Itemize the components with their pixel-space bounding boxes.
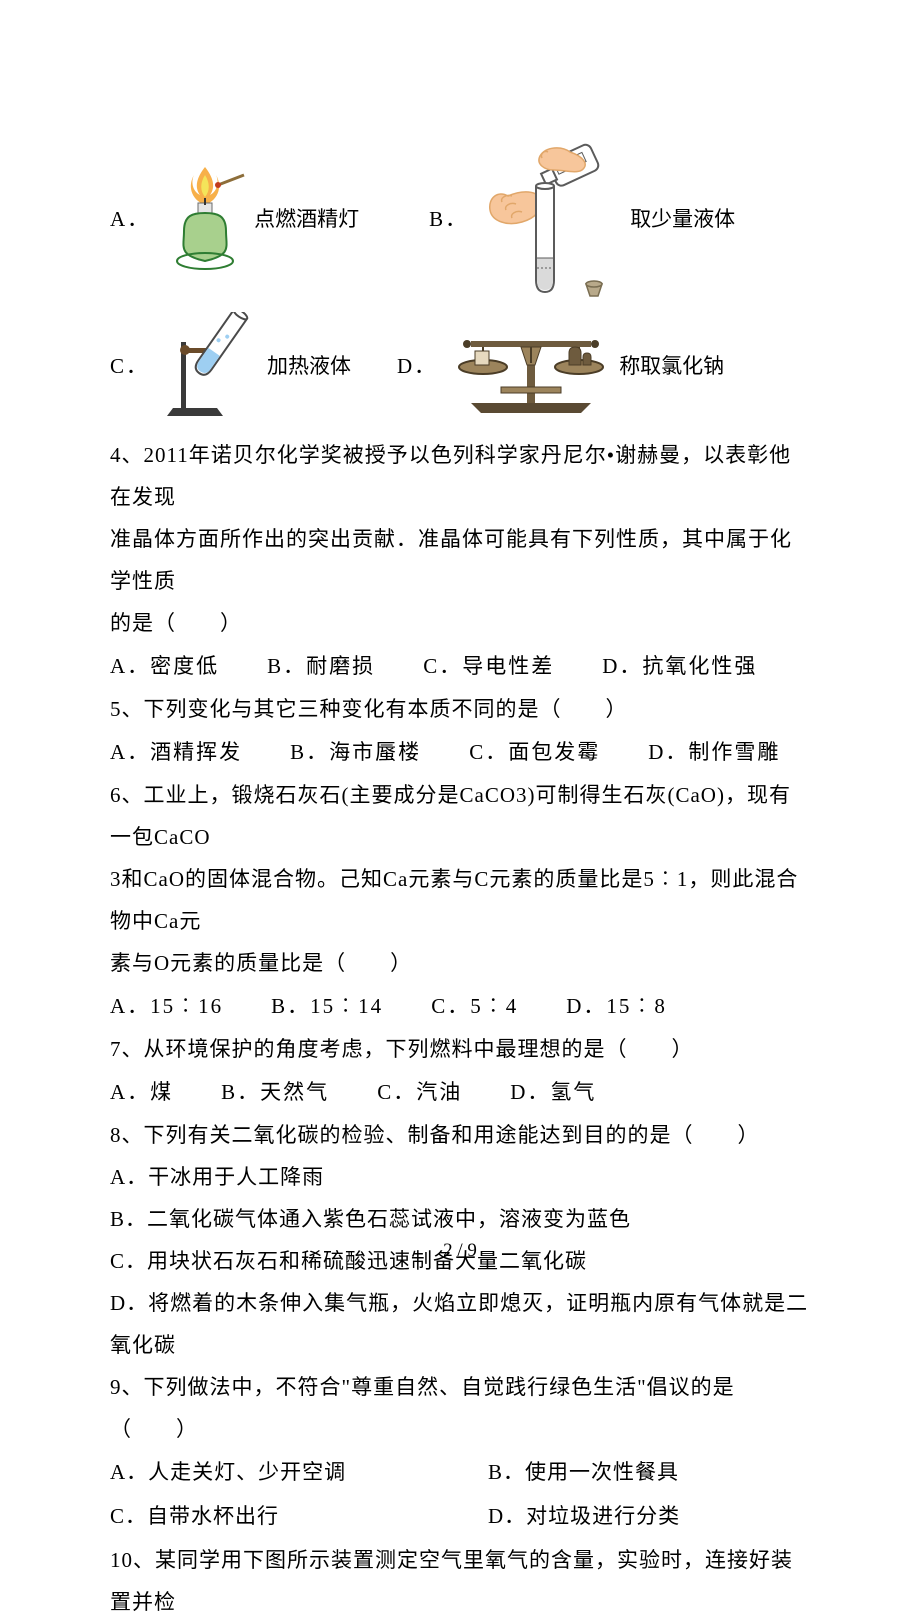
q9-row1: A．人走关灯、少开空调 B．使用一次性餐具 (110, 1450, 810, 1494)
text-d: 称取氯化钠 (619, 348, 724, 386)
q7-c: C．汽油 (377, 1070, 462, 1114)
q6-b: B．15︰14 (271, 984, 383, 1028)
q5-d: D．制作雪雕 (648, 730, 780, 774)
q6-line1: 6、工业上，锻烧石灰石(主要成分是CaCO3)可制得生石灰(CaO)，现有一包C… (110, 774, 810, 858)
q4-line3: 的是（ ） (110, 602, 810, 644)
q9-a: A．人走关灯、少开空调 (110, 1450, 488, 1494)
q4-d: D．抗氧化性强 (602, 644, 757, 688)
q5-answers: A．酒精挥发 B．海市蜃楼 C．面包发霉 D．制作雪雕 (110, 730, 810, 774)
q6-d: D．15︰8 (566, 984, 667, 1028)
q9-c: C．自带水杯出行 (110, 1494, 488, 1538)
q3-row-ab: A． 点燃酒精灯 B． (110, 140, 810, 300)
q4-answers: A．密度低 B．耐磨损 C．导电性差 D．抗氧化性强 (110, 644, 810, 688)
q8-stem: 8、下列有关二氧化碳的检验、制备和用途能达到目的的是（ ） (110, 1114, 810, 1156)
alcohol-lamp-icon (164, 165, 246, 275)
q4-b: B．耐磨损 (267, 644, 375, 688)
q8-d: D．将燃着的木条伸入集气瓶，火焰立即熄灭，证明瓶内原有气体就是二氧化碳 (110, 1282, 810, 1366)
text-b: 取少量液体 (630, 201, 735, 239)
q9-b: B．使用一次性餐具 (488, 1450, 679, 1494)
q6-c: C．5︰4 (431, 984, 518, 1028)
q7-answers: A．煤 B．天然气 C．汽油 D．氢气 (110, 1070, 810, 1114)
q5-b: B．海市蜃楼 (290, 730, 421, 774)
text-c: 加热液体 (267, 348, 351, 386)
heat-liquid-icon (163, 312, 259, 422)
label-d: D． (397, 348, 437, 386)
page-content: A． 点燃酒精灯 B． (110, 140, 810, 1623)
q9-row2: C．自带水杯出行 D．对垃圾进行分类 (110, 1494, 810, 1538)
q10-line1: 10、某同学用下图所示装置测定空气里氧气的含量，实验时，连接好装置并检 (110, 1539, 810, 1623)
text-a: 点燃酒精灯 (254, 201, 359, 239)
label-c: C． (110, 348, 149, 386)
q7-d: D．氢气 (510, 1070, 596, 1114)
balance-scale-icon (451, 317, 611, 417)
label-b: B． (429, 201, 468, 239)
q4-line2: 准晶体方面所作出的突出贡献．准晶体可能具有下列性质，其中属于化学性质 (110, 518, 810, 602)
q9-stem: 9、下列做法中，不符合"尊重自然、自觉践行绿色生活"倡议的是（ ） (110, 1366, 810, 1450)
q6-line3: 素与O元素的质量比是（ ） (110, 942, 810, 984)
q8-b: B．二氧化碳气体通入紫色石蕊试液中，溶液变为蓝色 (110, 1198, 810, 1240)
q6-a: A．15︰16 (110, 984, 223, 1028)
label-a: A． (110, 201, 150, 239)
q4-line1: 4、2011年诺贝尔化学奖被授予以色列科学家丹尼尔•谢赫曼，以表彰他在发现 (110, 434, 810, 518)
q7-b: B．天然气 (221, 1070, 329, 1114)
q5-stem: 5、下列变化与其它三种变化有本质不同的是（ ） (110, 688, 810, 730)
q3-row-cd: C． 加热液体 D． (110, 312, 810, 422)
q8-a: A．干冰用于人工降雨 (110, 1156, 810, 1198)
q5-c: C．面包发霉 (469, 730, 600, 774)
q7-a: A．煤 (110, 1070, 173, 1114)
q4-a: A．密度低 (110, 644, 219, 688)
page-number: 2 / 9 (0, 1240, 920, 1262)
pour-liquid-icon (482, 140, 622, 300)
q4-c: C．导电性差 (423, 644, 554, 688)
q9-d: D．对垃圾进行分类 (488, 1494, 680, 1538)
q5-a: A．酒精挥发 (110, 730, 242, 774)
q7-stem: 7、从环境保护的角度考虑，下列燃料中最理想的是（ ） (110, 1028, 810, 1070)
q6-answers: A．15︰16 B．15︰14 C．5︰4 D．15︰8 (110, 984, 810, 1028)
q6-line2: 3和CaO的固体混合物。己知Ca元素与C元素的质量比是5︰1，则此混合物中Ca元 (110, 858, 810, 942)
